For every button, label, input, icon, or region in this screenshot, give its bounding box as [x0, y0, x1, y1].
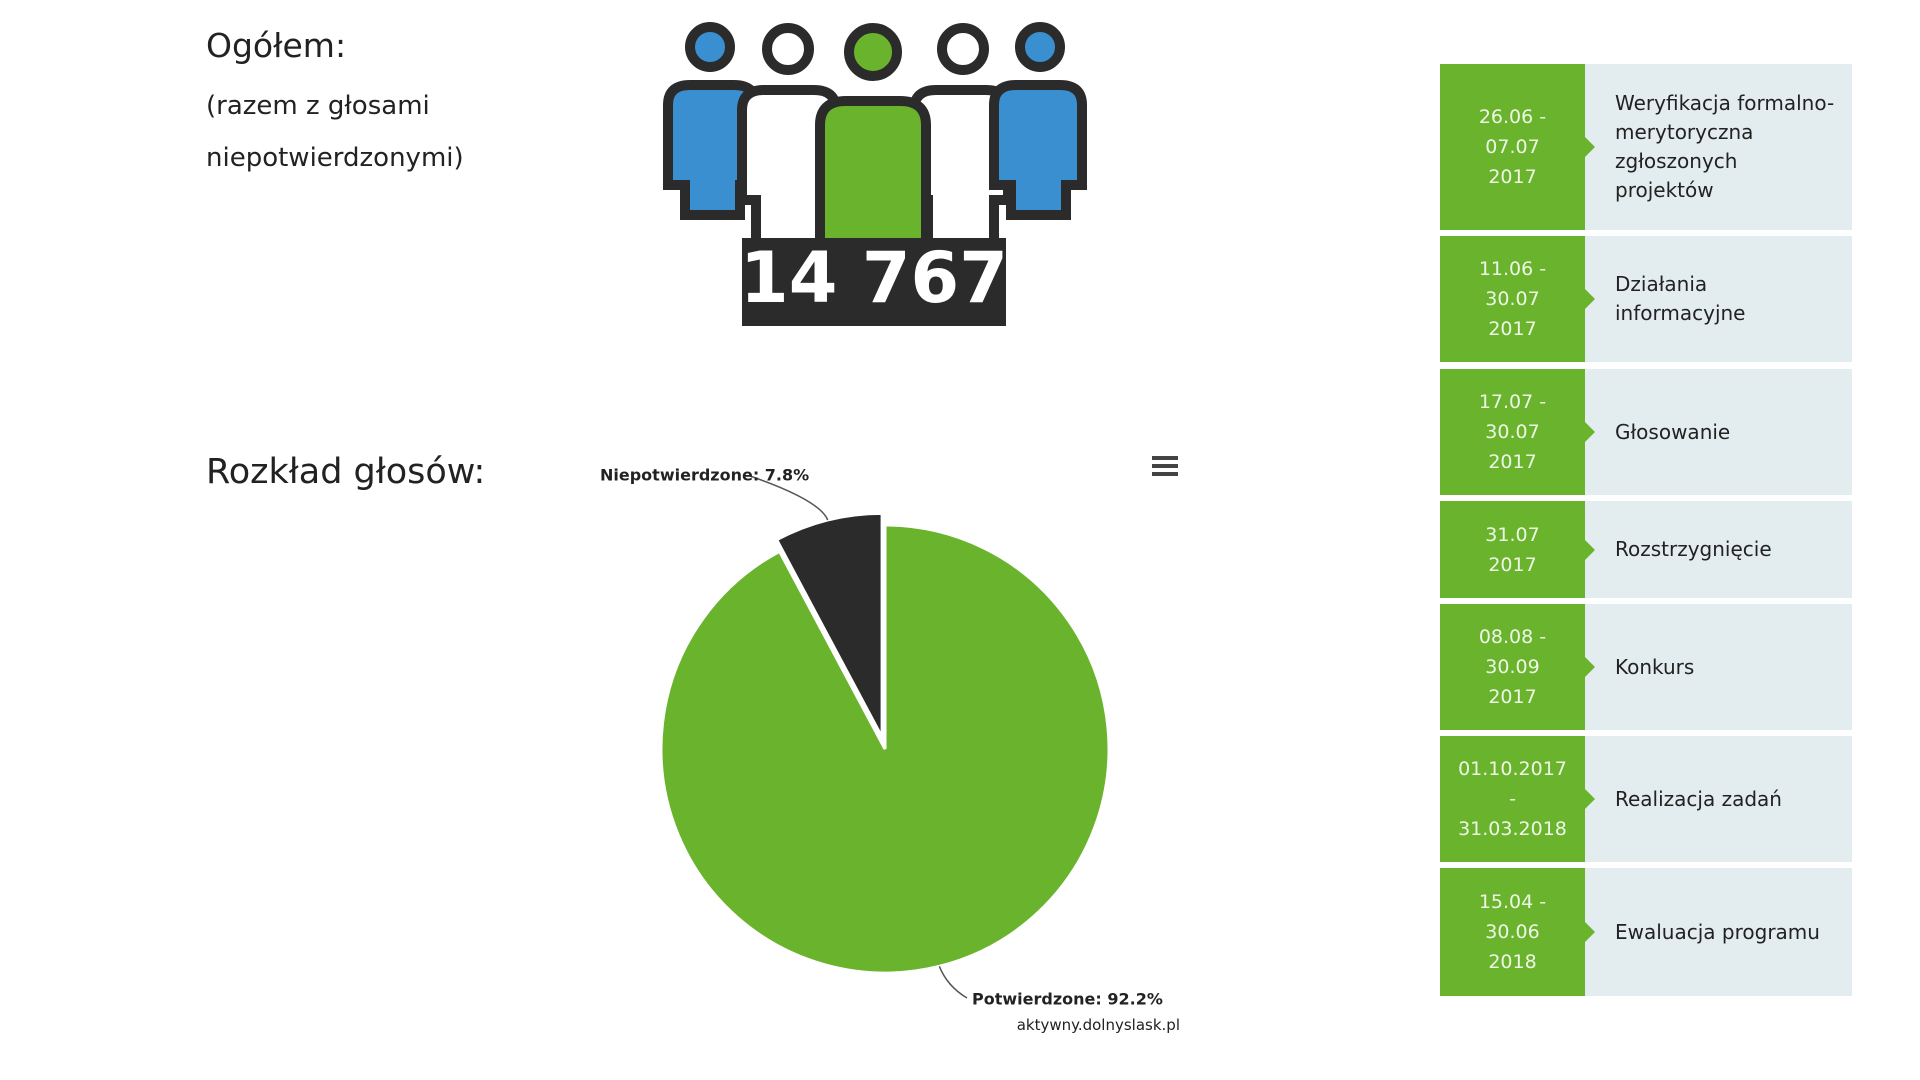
menu-icon[interactable] — [1152, 456, 1178, 476]
date-line: 11.06 - — [1478, 258, 1547, 280]
date-line: 01.10.2017 — [1458, 758, 1567, 780]
date-line: 2017 — [1488, 318, 1537, 340]
date-line: 31.03.2018 — [1458, 818, 1567, 840]
timeline-row: 01.10.2017 - 31.03.2018 Realizacja zadań — [1440, 736, 1852, 862]
timeline-label: Konkurs — [1585, 604, 1852, 730]
date-line: 17.07 - — [1478, 391, 1547, 413]
timeline-date: 17.07 - 30.07 2017 — [1440, 369, 1595, 495]
timeline-label: Rozstrzygnięcie — [1585, 501, 1852, 598]
timeline-row: 26.06 - 07.07 2017 Weryfikacja formalno-mer… — [1440, 64, 1852, 230]
chart-credit: aktywny.dolnyslask.pl — [1017, 1016, 1180, 1034]
timeline-row: 31.07 2017 Rozstrzygnięcie — [1440, 501, 1852, 598]
leader-line — [749, 475, 829, 521]
timeline-date: 31.07 2017 — [1440, 501, 1595, 598]
date-line: 15.04 - — [1478, 891, 1547, 913]
total-count: 14 767 — [740, 237, 1008, 319]
date-line: 31.07 — [1485, 523, 1540, 546]
timeline-label: Realizacja zadań — [1585, 736, 1852, 862]
timeline-row: 11.06 - 30.07 2017 Działania informacyjne — [1440, 236, 1852, 362]
date-line: 2017 — [1488, 553, 1537, 576]
timeline-date: 01.10.2017 - 31.03.2018 — [1440, 736, 1595, 862]
leader-line — [938, 966, 968, 999]
timeline-date: 15.04 - 30.06 2018 — [1440, 868, 1595, 996]
pie-slice — [774, 511, 884, 739]
timeline-label: Weryfikacja formalno-merytoryczna zgłosz… — [1585, 64, 1852, 230]
timeline-label: Ewaluacja programu — [1585, 868, 1852, 996]
date-line: - — [1509, 788, 1516, 810]
date-line: 2017 — [1488, 686, 1537, 708]
timeline-row: 17.07 - 30.07 2017 Głosowanie — [1440, 369, 1852, 495]
date-line: 26.06 - — [1478, 106, 1547, 128]
date-line: 08.08 - — [1478, 626, 1547, 648]
timeline-label: Głosowanie — [1585, 369, 1852, 495]
date-line: 2017 — [1488, 166, 1537, 188]
timeline-row: 15.04 - 30.06 2018 Ewaluacja programu — [1440, 868, 1852, 996]
timeline-label: Działania informacyjne — [1585, 236, 1852, 362]
timeline-row: 08.08 - 30.09 2017 Konkurs — [1440, 604, 1852, 730]
pie-chart: aktywny.dolnyslask.pl Potwierdzone: 92.2… — [600, 456, 1180, 1034]
date-line: 2018 — [1488, 951, 1537, 973]
date-line: 07.07 — [1485, 136, 1540, 158]
timeline-date: 26.06 - 07.07 2017 — [1440, 64, 1595, 230]
summary-title: Ogółem: — [206, 26, 347, 65]
date-line: 2017 — [1488, 451, 1537, 473]
data-label: Potwierdzone: 92.2% — [972, 990, 1163, 1009]
timeline-date: 08.08 - 30.09 2017 — [1440, 604, 1595, 730]
chart-title: Rozkład głosów: — [206, 452, 486, 492]
date-line: 30.07 — [1485, 288, 1540, 310]
date-line: 30.07 — [1485, 421, 1540, 443]
date-line: 30.09 — [1485, 656, 1540, 678]
date-line: 30.06 — [1485, 921, 1540, 943]
summary-subtitle: (razem z głosami niepotwierdzonymi) — [206, 91, 464, 173]
data-label: Niepotwierdzone: 7.8% — [600, 466, 809, 485]
people-icon: 14 767 — [663, 22, 1087, 326]
timeline-date: 11.06 - 30.07 2017 — [1440, 236, 1595, 362]
pie-slice — [659, 523, 1111, 975]
